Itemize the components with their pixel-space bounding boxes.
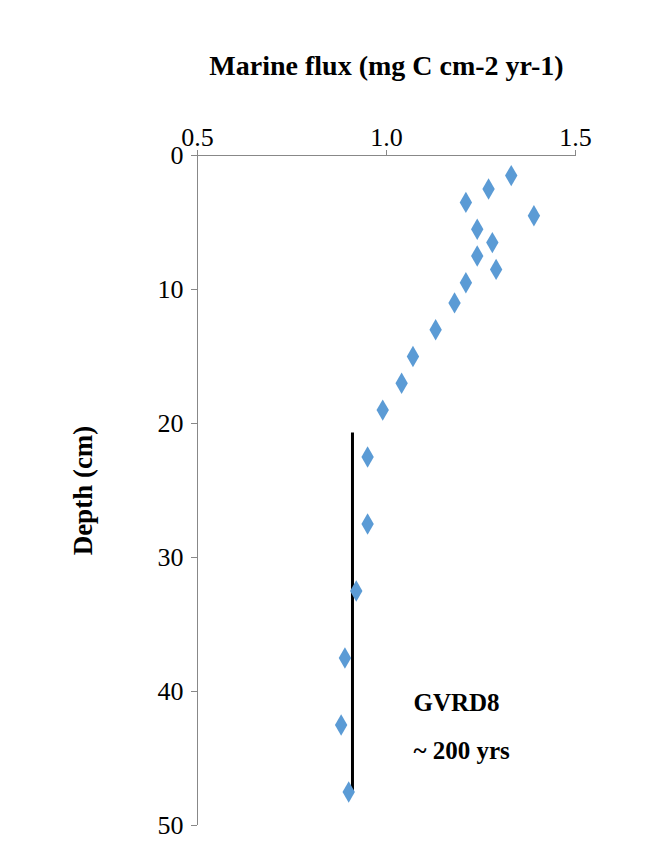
svg-text:0.5: 0.5 xyxy=(181,123,214,152)
svg-text:20: 20 xyxy=(158,409,184,438)
svg-text:50: 50 xyxy=(158,811,184,840)
svg-text:Depth (cm): Depth (cm) xyxy=(68,426,98,556)
svg-text:GVRD8~ 200 yrs: GVRD8~ 200 yrs xyxy=(414,689,511,764)
svg-text:0: 0 xyxy=(171,141,184,170)
svg-text:10: 10 xyxy=(158,275,184,304)
svg-text:Marine flux (mg C cm-2 yr-1): Marine flux (mg C cm-2 yr-1) xyxy=(209,50,563,81)
svg-text:40: 40 xyxy=(158,677,184,706)
svg-text:30: 30 xyxy=(158,543,184,572)
svg-text:1.5: 1.5 xyxy=(559,123,592,152)
svg-text:1.0: 1.0 xyxy=(370,123,403,152)
